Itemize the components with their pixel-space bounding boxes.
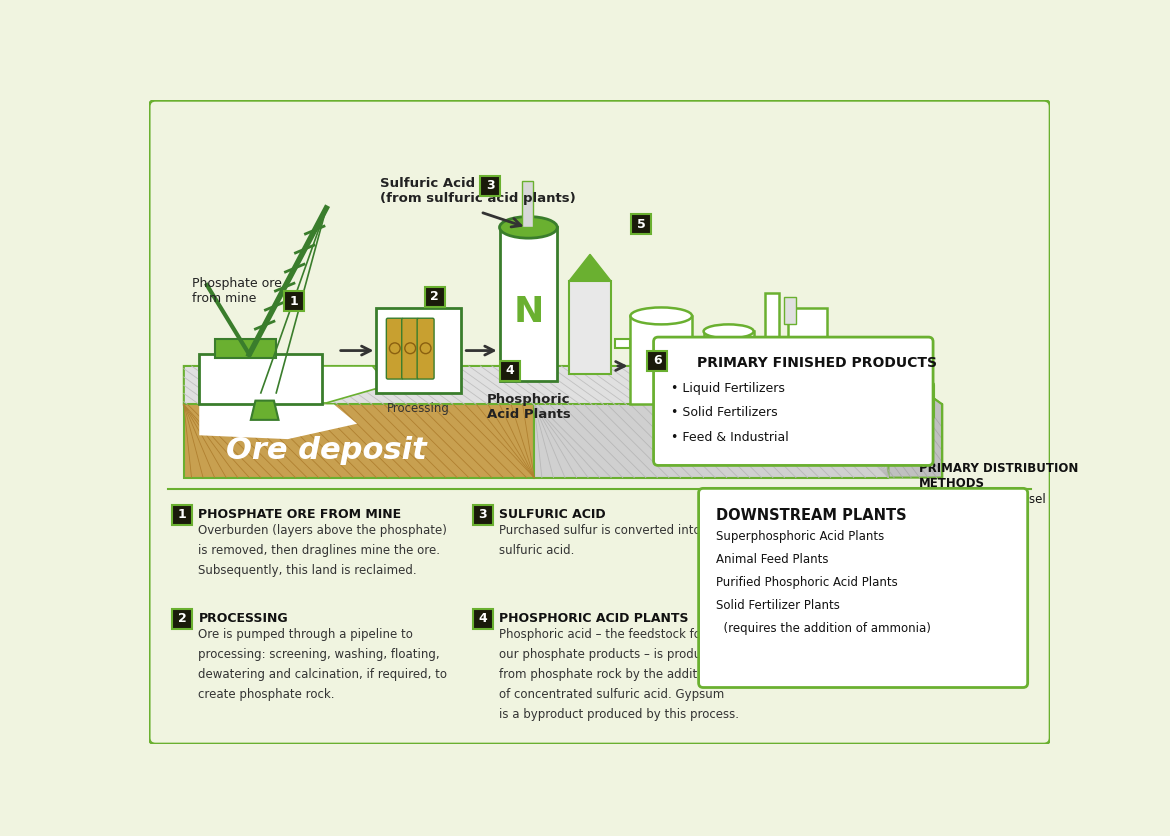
Text: Animal Feed Plants: Animal Feed Plants xyxy=(716,553,828,566)
Circle shape xyxy=(911,412,927,427)
FancyBboxPatch shape xyxy=(500,227,557,381)
FancyBboxPatch shape xyxy=(401,319,419,379)
Text: Ore is pumped through a pipeline to
processing: screening, washing, floating,
de: Ore is pumped through a pipeline to proc… xyxy=(199,628,447,701)
Text: Purchased sulfur is converted into
sulfuric acid.: Purchased sulfur is converted into sulfu… xyxy=(498,524,701,557)
Text: Processing: Processing xyxy=(387,402,450,415)
Polygon shape xyxy=(888,366,942,477)
Circle shape xyxy=(893,412,908,427)
Text: DOWNSTREAM PLANTS: DOWNSTREAM PLANTS xyxy=(716,508,907,523)
Polygon shape xyxy=(199,405,357,439)
Text: PRIMARY FINISHED PRODUCTS: PRIMARY FINISHED PRODUCTS xyxy=(696,355,937,370)
Text: PROCESSING: PROCESSING xyxy=(199,612,288,625)
Ellipse shape xyxy=(703,324,753,339)
Text: Ore deposit: Ore deposit xyxy=(226,436,427,465)
FancyBboxPatch shape xyxy=(654,337,932,466)
Text: Phosphoric acid – the feedstock for all
our phosphate products – is produced
fro: Phosphoric acid – the feedstock for all … xyxy=(498,628,738,721)
Text: PRIMARY DISTRIBUTION
METHODS: PRIMARY DISTRIBUTION METHODS xyxy=(920,462,1079,490)
Text: Sulfuric Acid
(from sulfuric acid plants): Sulfuric Acid (from sulfuric acid plants… xyxy=(380,177,576,206)
Polygon shape xyxy=(199,366,388,403)
FancyBboxPatch shape xyxy=(473,609,493,629)
Text: 1: 1 xyxy=(289,295,298,308)
Text: 4: 4 xyxy=(505,364,514,377)
Polygon shape xyxy=(535,405,888,477)
Text: SULFURIC ACID: SULFURIC ACID xyxy=(498,508,605,522)
Polygon shape xyxy=(184,366,942,405)
FancyBboxPatch shape xyxy=(284,291,304,311)
Text: N: N xyxy=(514,295,544,329)
FancyBboxPatch shape xyxy=(172,505,192,525)
Ellipse shape xyxy=(500,217,557,238)
Text: (requires the addition of ammonia): (requires the addition of ammonia) xyxy=(716,622,930,635)
Ellipse shape xyxy=(631,308,691,324)
Text: Rail, truck and vessel: Rail, truck and vessel xyxy=(920,493,1046,506)
Text: Solid Fertilizer Plants: Solid Fertilizer Plants xyxy=(716,599,839,612)
FancyBboxPatch shape xyxy=(569,281,611,374)
FancyBboxPatch shape xyxy=(765,293,779,408)
Text: Phosphoric
Acid Plants: Phosphoric Acid Plants xyxy=(487,393,570,421)
Text: PHOSPHORIC ACID PLANTS: PHOSPHORIC ACID PLANTS xyxy=(498,612,688,625)
FancyBboxPatch shape xyxy=(418,319,434,379)
Text: 2: 2 xyxy=(431,290,439,303)
Text: 5: 5 xyxy=(636,218,646,231)
FancyBboxPatch shape xyxy=(150,100,1051,744)
FancyBboxPatch shape xyxy=(631,214,652,234)
FancyBboxPatch shape xyxy=(480,176,501,196)
Circle shape xyxy=(420,343,431,354)
Text: • Liquid Fertilizers: • Liquid Fertilizers xyxy=(670,382,784,395)
FancyBboxPatch shape xyxy=(698,488,1027,687)
Circle shape xyxy=(842,412,858,427)
Text: Phosphate ore
from mine: Phosphate ore from mine xyxy=(192,278,282,305)
FancyBboxPatch shape xyxy=(522,181,534,227)
FancyBboxPatch shape xyxy=(199,354,323,405)
FancyBboxPatch shape xyxy=(631,316,691,405)
Text: 3: 3 xyxy=(479,508,487,521)
FancyBboxPatch shape xyxy=(473,505,493,525)
FancyBboxPatch shape xyxy=(789,308,827,400)
Circle shape xyxy=(405,343,415,354)
FancyBboxPatch shape xyxy=(377,308,461,393)
FancyBboxPatch shape xyxy=(835,382,934,419)
Text: 2: 2 xyxy=(178,612,187,625)
FancyBboxPatch shape xyxy=(214,339,276,359)
FancyBboxPatch shape xyxy=(386,319,404,379)
Polygon shape xyxy=(250,400,278,420)
FancyBboxPatch shape xyxy=(425,287,445,307)
Text: Overburden (layers above the phosphate)
is removed, then draglines mine the ore.: Overburden (layers above the phosphate) … xyxy=(199,524,447,577)
FancyBboxPatch shape xyxy=(647,351,667,371)
Text: 3: 3 xyxy=(486,179,495,192)
Text: Superphosphoric Acid Plants: Superphosphoric Acid Plants xyxy=(716,530,883,543)
Polygon shape xyxy=(569,254,611,281)
Polygon shape xyxy=(184,405,535,477)
Circle shape xyxy=(861,412,876,427)
FancyBboxPatch shape xyxy=(703,331,753,405)
FancyBboxPatch shape xyxy=(172,609,192,629)
Circle shape xyxy=(390,343,400,354)
Text: 4: 4 xyxy=(479,612,487,625)
Text: Purified Phosphoric Acid Plants: Purified Phosphoric Acid Plants xyxy=(716,576,897,589)
FancyBboxPatch shape xyxy=(615,339,631,349)
Text: 6: 6 xyxy=(653,354,662,368)
Text: PHOSPHATE ORE FROM MINE: PHOSPHATE ORE FROM MINE xyxy=(199,508,401,522)
Text: • Feed & Industrial: • Feed & Industrial xyxy=(670,431,789,444)
FancyBboxPatch shape xyxy=(500,360,519,380)
FancyBboxPatch shape xyxy=(784,297,796,324)
Text: • Solid Fertilizers: • Solid Fertilizers xyxy=(670,406,777,420)
Text: 1: 1 xyxy=(178,508,187,521)
